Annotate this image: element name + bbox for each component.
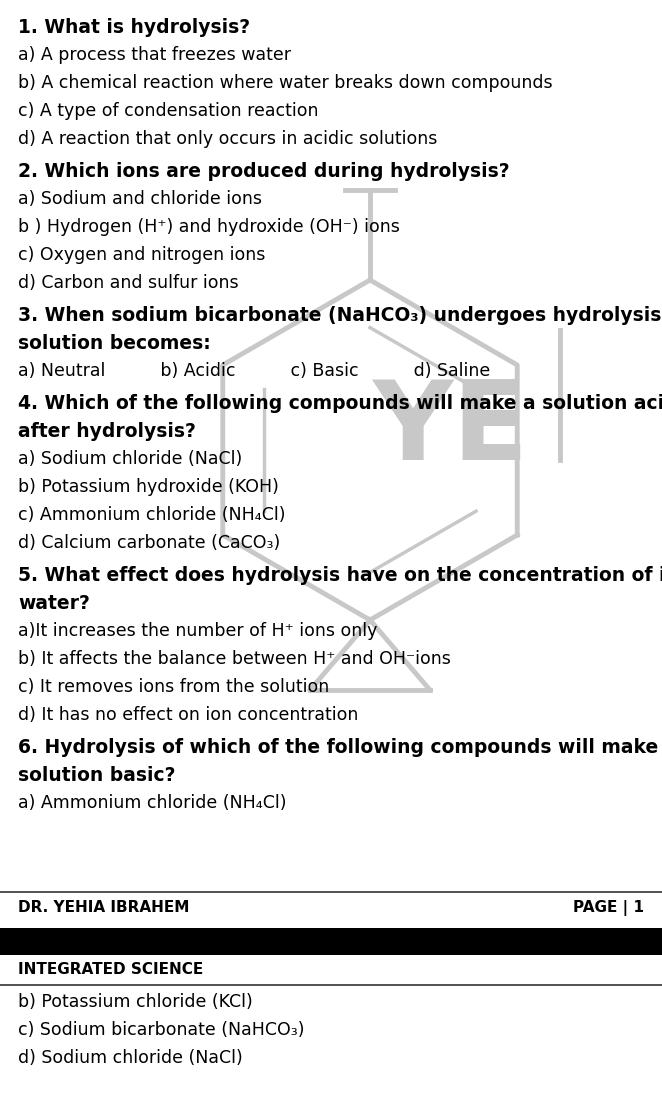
Text: a)It increases the number of H⁺ ions only: a)It increases the number of H⁺ ions onl… [18,622,377,640]
Text: PAGE | 1: PAGE | 1 [573,900,644,916]
Text: YE: YE [372,376,528,483]
Text: a) Sodium and chloride ions: a) Sodium and chloride ions [18,190,262,208]
Text: 6. Hydrolysis of which of the following compounds will make the: 6. Hydrolysis of which of the following … [18,738,662,757]
Text: d) Sodium chloride (NaCl): d) Sodium chloride (NaCl) [18,1049,243,1067]
Text: water?: water? [18,593,90,613]
Text: b) Potassium hydroxide (KOH): b) Potassium hydroxide (KOH) [18,478,279,496]
Text: c) It removes ions from the solution: c) It removes ions from the solution [18,678,329,696]
Text: INTEGRATED SCIENCE: INTEGRATED SCIENCE [18,962,203,977]
Text: 2. Which ions are produced during hydrolysis?: 2. Which ions are produced during hydrol… [18,162,510,181]
Text: a) A process that freezes water: a) A process that freezes water [18,46,291,64]
Text: 4. Which of the following compounds will make a solution acidic: 4. Which of the following compounds will… [18,393,662,413]
Text: b) A chemical reaction where water breaks down compounds: b) A chemical reaction where water break… [18,74,553,92]
Text: d) A reaction that only occurs in acidic solutions: d) A reaction that only occurs in acidic… [18,130,438,148]
Text: 1. What is hydrolysis?: 1. What is hydrolysis? [18,17,250,37]
Text: after hydrolysis?: after hydrolysis? [18,422,196,440]
Text: solution basic?: solution basic? [18,766,175,785]
Text: a) Neutral          b) Acidic          c) Basic          d) Saline: a) Neutral b) Acidic c) Basic d) Saline [18,362,491,380]
Text: b ) Hydrogen (H⁺) and hydroxide (OH⁻) ions: b ) Hydrogen (H⁺) and hydroxide (OH⁻) io… [18,218,400,236]
Text: DR. YEHIA IBRAHEM: DR. YEHIA IBRAHEM [18,900,189,915]
Text: a) Sodium chloride (NaCl): a) Sodium chloride (NaCl) [18,450,242,468]
Text: c) Ammonium chloride (NH₄Cl): c) Ammonium chloride (NH₄Cl) [18,506,285,524]
Text: 3. When sodium bicarbonate (NaHCO₃) undergoes hydrolysis, the: 3. When sodium bicarbonate (NaHCO₃) unde… [18,306,662,325]
Text: 5. What effect does hydrolysis have on the concentration of ions in: 5. What effect does hydrolysis have on t… [18,566,662,585]
Text: d) It has no effect on ion concentration: d) It has no effect on ion concentration [18,706,358,724]
Text: c) A type of condensation reaction: c) A type of condensation reaction [18,102,318,120]
Text: c) Sodium bicarbonate (NaHCO₃): c) Sodium bicarbonate (NaHCO₃) [18,1021,305,1039]
Text: b) It affects the balance between H⁺ and OH⁻ions: b) It affects the balance between H⁺ and… [18,650,451,668]
Text: a) Ammonium chloride (NH₄Cl): a) Ammonium chloride (NH₄Cl) [18,794,287,812]
Text: d) Carbon and sulfur ions: d) Carbon and sulfur ions [18,274,238,292]
Text: c) Oxygen and nitrogen ions: c) Oxygen and nitrogen ions [18,246,265,265]
Text: b) Potassium chloride (KCl): b) Potassium chloride (KCl) [18,994,253,1011]
Text: solution becomes:: solution becomes: [18,334,211,353]
Text: d) Calcium carbonate (CaCO₃): d) Calcium carbonate (CaCO₃) [18,534,280,552]
Bar [0,928,662,955]
